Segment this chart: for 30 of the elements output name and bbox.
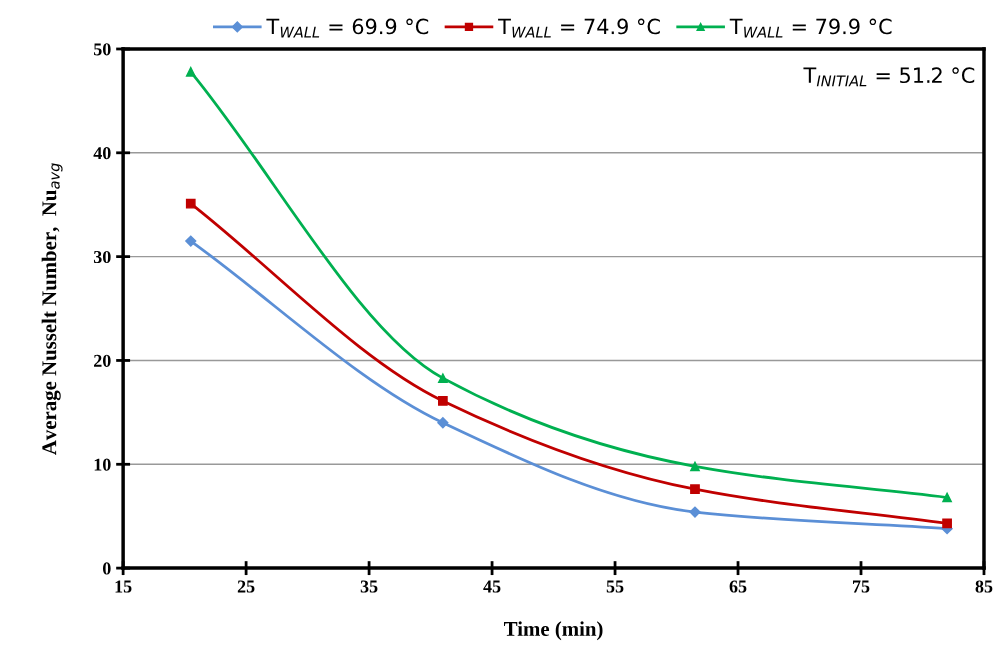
y-tick-label: 10: [94, 458, 111, 471]
point: [690, 484, 700, 495]
x-tick-label: 75: [853, 580, 870, 593]
point: [437, 417, 449, 429]
y-tick-label: 20: [94, 354, 111, 367]
point: [942, 492, 952, 503]
point: [942, 518, 952, 529]
x-tick-label: 65: [729, 580, 747, 593]
legend-label: T$_{WALL}$ = 74.9 °C: [498, 18, 660, 38]
y-tick-label: 0: [102, 562, 111, 575]
y-tick-label: 30: [93, 250, 111, 264]
x-tick-label: 55: [606, 580, 624, 593]
y-tick-label: 40: [93, 147, 111, 160]
y-axis-title: Average Nusselt Number, Nu$_{avg}$: [41, 163, 63, 455]
legend-label: T$_{WALL}$ = 69.9 °C: [266, 18, 429, 38]
x-tick-label: 45: [483, 580, 501, 593]
point: [185, 66, 196, 77]
point: [185, 198, 196, 209]
x-axis-title: Time (min): [504, 621, 603, 641]
x-tick-label: 15: [115, 580, 132, 593]
x-tick-label: 85: [975, 580, 993, 593]
annotation: T$_{INITIAL}$ = 51.2 °C: [803, 67, 975, 87]
point: [438, 396, 448, 406]
x-tick-label: 25: [237, 580, 255, 593]
x-tick-label: 35: [360, 580, 378, 593]
legend-label: T$_{WALL}$ = 79.9 °C: [729, 18, 892, 38]
point: [438, 373, 448, 383]
y-tick-label: 50: [93, 43, 111, 56]
point: [690, 461, 700, 472]
point: [185, 235, 197, 247]
